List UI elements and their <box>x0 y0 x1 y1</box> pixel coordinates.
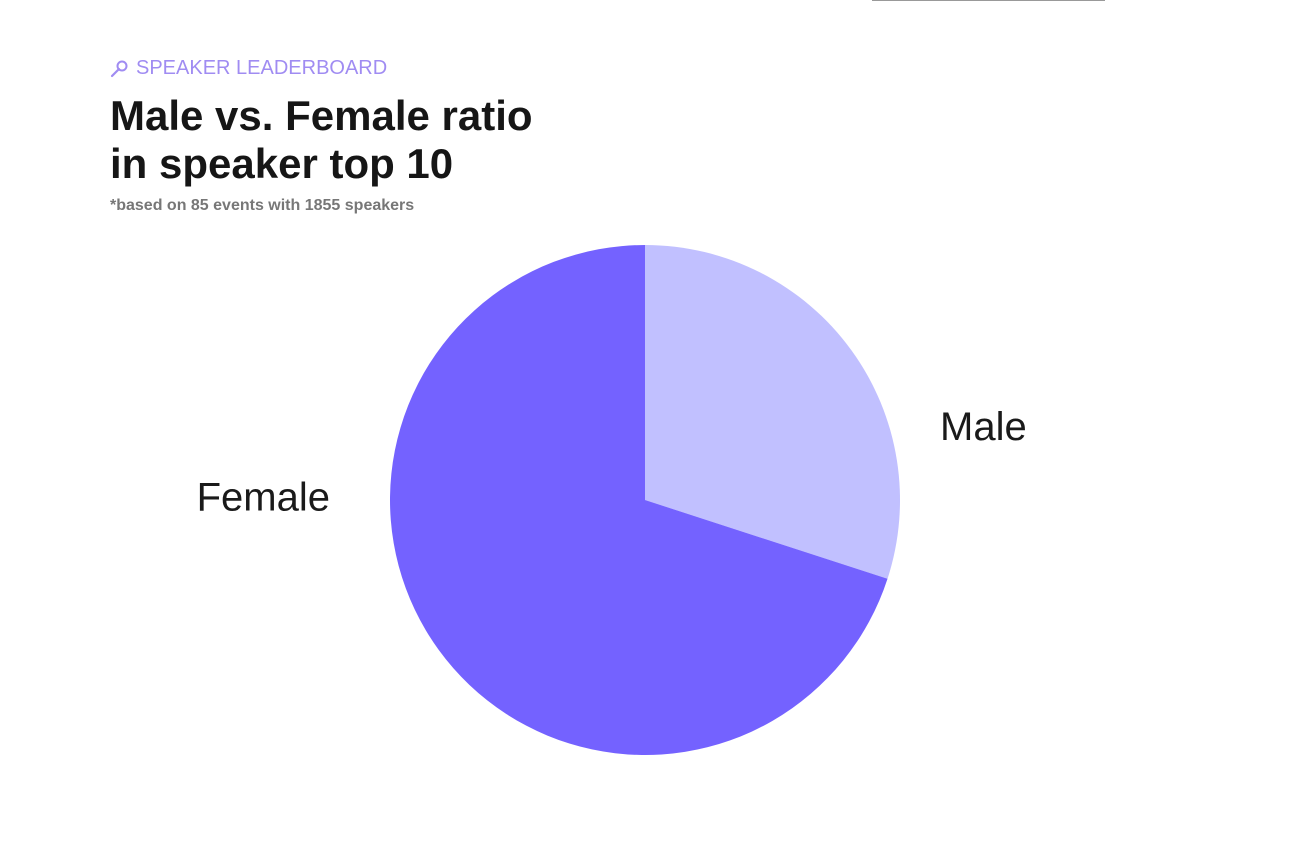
pie-slice <box>390 245 888 755</box>
slice-label: Male <box>940 405 1027 449</box>
eyebrow: SPEAKER LEADERBOARD <box>110 57 387 80</box>
subtitle: *based on 85 events with 1855 speakers <box>110 197 415 214</box>
title-line: Male vs. Female ratio <box>110 92 533 139</box>
eyebrow-text: SPEAKER LEADERBOARD <box>136 57 388 79</box>
title: Male vs. Female ratio in speaker top 10 <box>110 92 533 188</box>
mic-icon <box>110 60 128 77</box>
pie-slice <box>645 245 900 579</box>
title-line: in speaker top 10 <box>110 140 454 187</box>
slice-label: Female <box>197 476 330 520</box>
top-rule <box>872 0 1105 1</box>
